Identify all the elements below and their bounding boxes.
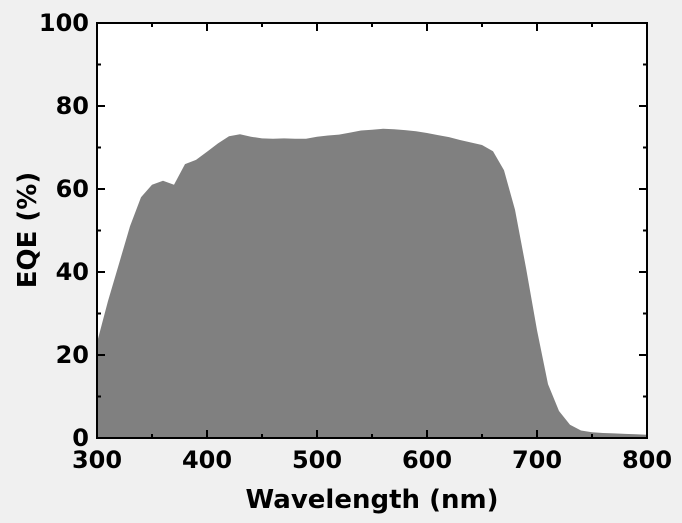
y-tick-label: 80 [56, 92, 89, 120]
y-axis-title: EQE (%) [13, 172, 43, 289]
y-tick-label: 100 [39, 9, 89, 37]
eqe-area [97, 128, 647, 439]
y-tick-label: 40 [56, 258, 89, 286]
x-tick-label: 500 [292, 446, 342, 474]
x-tick-label: 400 [182, 446, 232, 474]
x-axis-title: Wavelength (nm) [246, 485, 499, 515]
y-tick-label: 60 [56, 175, 89, 203]
x-tick-label: 600 [402, 446, 452, 474]
y-tick-label: 0 [72, 424, 89, 452]
x-tick-label: 800 [622, 446, 672, 474]
plot-frame [96, 22, 648, 439]
x-tick-label: 700 [512, 446, 562, 474]
x-tick-label: 300 [72, 446, 122, 474]
y-tick-label: 20 [56, 341, 89, 369]
